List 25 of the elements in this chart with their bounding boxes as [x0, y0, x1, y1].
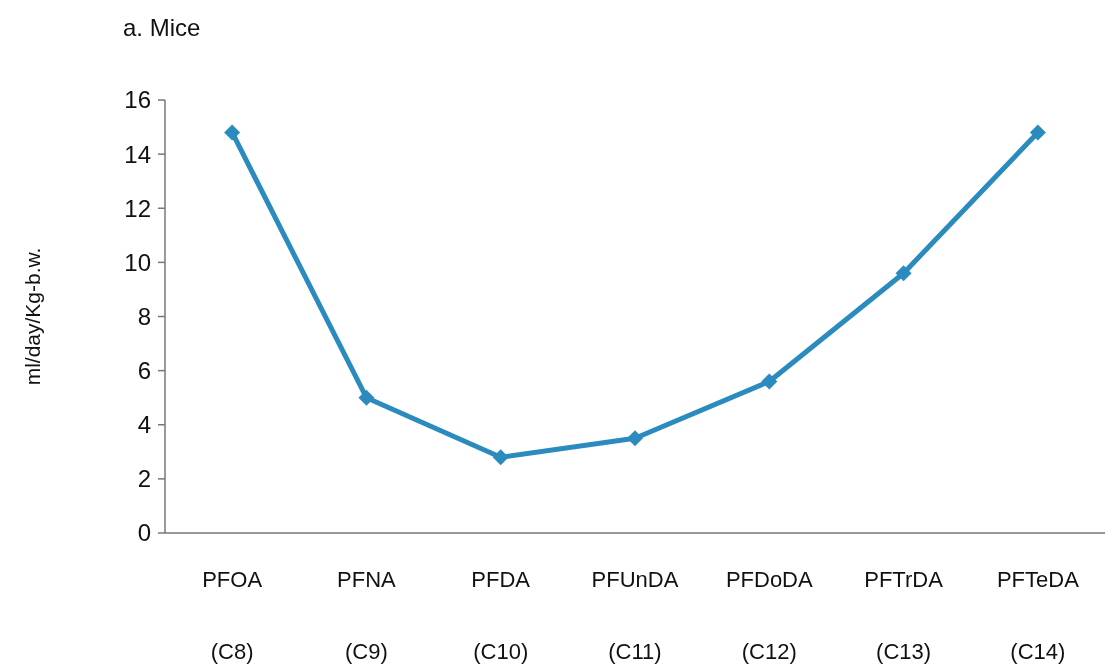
point	[761, 373, 778, 390]
point	[895, 265, 912, 282]
category-label: PFUnDA (C11)	[591, 567, 679, 664]
y-tick-label: 12	[124, 194, 151, 222]
y-tick-label: 6	[137, 357, 151, 385]
point	[358, 389, 375, 406]
point	[492, 449, 509, 466]
y-tick-label: 10	[124, 248, 151, 276]
category-label: PFDoDA (C12)	[725, 567, 813, 664]
y-tick-label: 0	[137, 519, 151, 547]
y-axis-title: ml/day/Kg-b.w.	[21, 247, 44, 386]
point	[627, 430, 643, 447]
y-tick-label: 8	[137, 302, 151, 330]
category-label: PFTeDA (C14)	[996, 567, 1079, 664]
y-tick-label: 2	[137, 465, 151, 493]
y-tick-label: 16	[124, 86, 151, 114]
category-label: PFNA (C9)	[337, 567, 396, 664]
point	[1029, 124, 1046, 141]
chart-title: a. Mice	[123, 14, 201, 41]
y-tick-label: 4	[137, 411, 151, 439]
category-label: PFOA (C8)	[202, 567, 263, 664]
category-label: PFTrDA (C13)	[864, 567, 943, 664]
category-label: PFDA (C10)	[471, 567, 531, 664]
y-tick-label: 14	[124, 140, 151, 168]
point	[224, 124, 241, 141]
